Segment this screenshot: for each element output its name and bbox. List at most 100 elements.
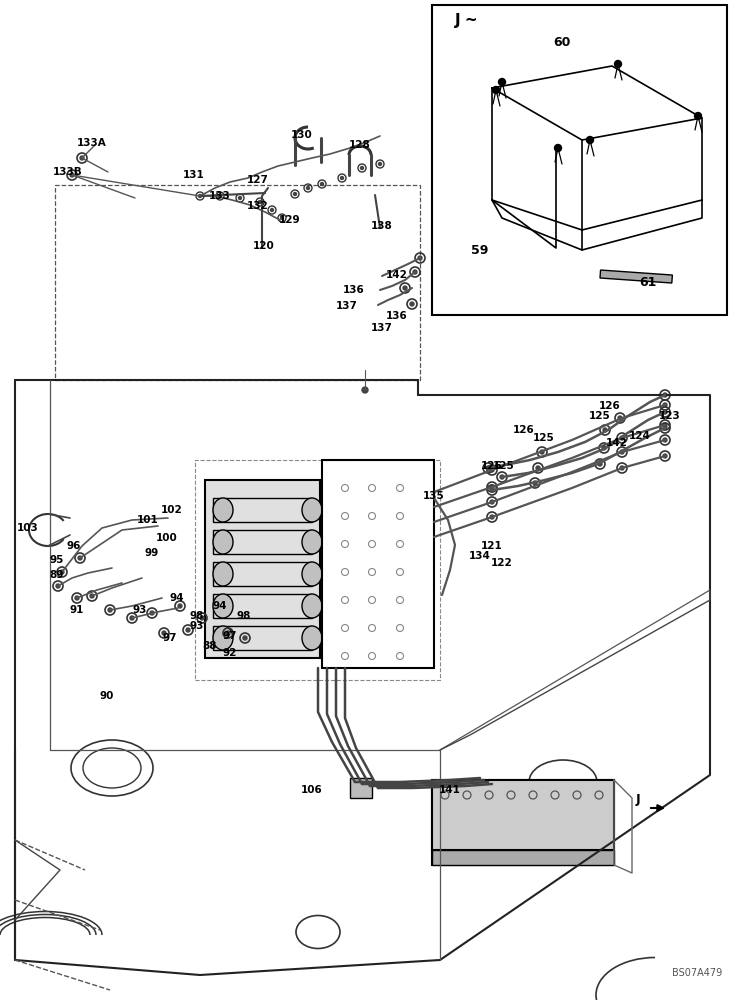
Circle shape <box>90 594 94 598</box>
Text: 125: 125 <box>589 411 611 421</box>
Circle shape <box>321 182 324 186</box>
Circle shape <box>490 500 494 504</box>
Circle shape <box>186 628 190 632</box>
Text: 93: 93 <box>190 621 204 631</box>
Circle shape <box>663 393 667 397</box>
Text: 91: 91 <box>70 605 84 615</box>
Circle shape <box>56 584 60 588</box>
Circle shape <box>663 410 667 414</box>
Circle shape <box>663 423 667 427</box>
Text: 99: 99 <box>145 548 159 558</box>
Circle shape <box>75 596 79 600</box>
Circle shape <box>490 488 494 492</box>
Bar <box>213 498 312 522</box>
Circle shape <box>533 481 537 485</box>
Text: 96: 96 <box>67 541 81 551</box>
Text: 59: 59 <box>471 243 489 256</box>
Text: 95: 95 <box>50 555 64 565</box>
Circle shape <box>200 616 204 620</box>
Text: 106: 106 <box>301 785 323 795</box>
Text: 90: 90 <box>100 691 114 701</box>
Text: 93: 93 <box>132 605 147 615</box>
Text: 129: 129 <box>279 215 301 225</box>
Circle shape <box>150 611 154 615</box>
Circle shape <box>362 387 368 393</box>
Text: 132: 132 <box>247 201 269 211</box>
Text: 94: 94 <box>213 601 227 611</box>
Ellipse shape <box>213 562 233 586</box>
Text: 136: 136 <box>386 311 408 321</box>
Circle shape <box>280 217 283 220</box>
Bar <box>600 270 673 283</box>
Circle shape <box>403 286 407 290</box>
Circle shape <box>198 194 201 198</box>
Text: 134: 134 <box>469 551 491 561</box>
Text: 137: 137 <box>336 301 358 311</box>
Circle shape <box>500 475 504 479</box>
Circle shape <box>130 616 134 620</box>
Text: 94: 94 <box>170 593 184 603</box>
Circle shape <box>80 156 84 160</box>
Text: 131: 131 <box>183 170 205 180</box>
Circle shape <box>413 270 417 274</box>
Text: 130: 130 <box>291 130 313 140</box>
Circle shape <box>618 416 622 420</box>
Circle shape <box>271 209 274 212</box>
Ellipse shape <box>296 916 340 948</box>
Bar <box>432 780 614 850</box>
Text: 142: 142 <box>386 270 408 280</box>
Bar <box>213 562 312 586</box>
Text: 88: 88 <box>203 641 217 651</box>
Circle shape <box>620 466 624 470</box>
Text: 126: 126 <box>513 425 535 435</box>
Text: 98: 98 <box>237 611 251 621</box>
Bar <box>195 460 440 680</box>
Circle shape <box>598 462 602 466</box>
Circle shape <box>540 450 544 454</box>
Text: 60: 60 <box>553 35 571 48</box>
Circle shape <box>490 515 494 519</box>
Text: 100: 100 <box>156 533 178 543</box>
Circle shape <box>70 173 74 177</box>
Text: J ~: J ~ <box>455 12 479 27</box>
Bar <box>350 778 372 798</box>
Text: 122: 122 <box>491 558 513 568</box>
Circle shape <box>378 162 381 165</box>
Ellipse shape <box>529 760 597 804</box>
Text: 126: 126 <box>599 401 621 411</box>
Circle shape <box>620 450 624 454</box>
Ellipse shape <box>213 626 233 650</box>
Circle shape <box>603 428 607 432</box>
Circle shape <box>239 196 242 200</box>
Circle shape <box>410 302 414 306</box>
Text: 97: 97 <box>163 633 177 643</box>
Circle shape <box>178 604 182 608</box>
Circle shape <box>602 446 606 450</box>
Circle shape <box>360 166 364 169</box>
Circle shape <box>307 186 310 190</box>
Circle shape <box>60 570 64 574</box>
Ellipse shape <box>302 594 322 618</box>
Text: 124: 124 <box>629 431 651 441</box>
Text: 61: 61 <box>639 276 657 290</box>
Text: 98: 98 <box>190 611 204 621</box>
Text: 135: 135 <box>423 491 445 501</box>
Text: 101: 101 <box>137 515 159 525</box>
Bar <box>213 594 312 618</box>
Text: 125: 125 <box>493 461 515 471</box>
Circle shape <box>555 144 561 151</box>
Text: 103: 103 <box>17 523 39 533</box>
Text: 97: 97 <box>223 631 237 641</box>
Text: 89: 89 <box>50 570 64 580</box>
Circle shape <box>243 636 247 640</box>
Text: 127: 127 <box>247 175 269 185</box>
Circle shape <box>663 403 667 407</box>
Text: 128: 128 <box>349 140 371 150</box>
Bar <box>55 185 420 380</box>
Ellipse shape <box>302 530 322 554</box>
Ellipse shape <box>302 498 322 522</box>
Ellipse shape <box>71 740 153 796</box>
Circle shape <box>490 468 494 472</box>
Text: 133A: 133A <box>77 138 107 148</box>
Text: 142: 142 <box>606 438 628 448</box>
